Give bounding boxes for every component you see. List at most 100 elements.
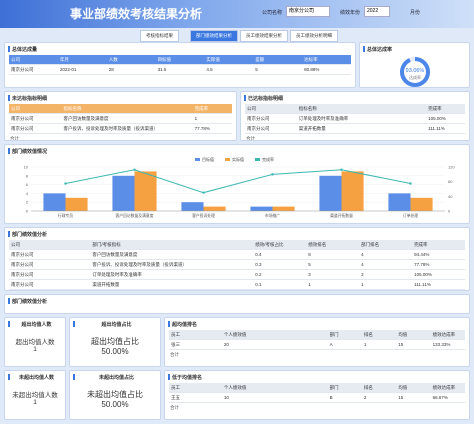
- table-row: 南京分公司 客户回访数量及满意度 0.4 8 4 94.44%: [9, 250, 465, 260]
- table-cell: 4: [361, 261, 364, 267]
- filter-label: 月份: [410, 10, 421, 16]
- column-header: 公司: [11, 241, 20, 247]
- column-header: 部门: [329, 384, 339, 390]
- table-cell: 5: [255, 66, 258, 72]
- table-cell: 客户回访数量及满意度: [63, 115, 109, 121]
- column-header: 均值: [398, 331, 408, 337]
- table-footer: 合计: [10, 136, 19, 141]
- table-cell: 1: [361, 281, 364, 287]
- table-row: 南京分公司 订单处理及时率及准确率 0.2 3 2 105.00%: [9, 270, 465, 280]
- table-row: 南京分公司 客户投诉、投诉处理及时率及质量（投诉渠道） 0.3 5 4 77.78%: [9, 260, 465, 270]
- table-cell: 2: [363, 394, 367, 400]
- table-row: 南京分公司 渠道开拓数量 111.11%: [245, 124, 465, 134]
- bar: [410, 197, 433, 211]
- table-cell: 15: [398, 341, 404, 347]
- panel-title: 超均值排名: [165, 318, 469, 330]
- met-panel: 已达标指标明细 公司 指标名称 完成率 南京分公司 订单处理及时率及准确率 105.00% 南…: [240, 91, 470, 141]
- line-point: [409, 182, 412, 185]
- table-cell: 渠道开拓数量: [298, 125, 326, 131]
- column-header: 完成率: [414, 241, 428, 247]
- tab[interactable]: 部门绩效结果分析: [190, 30, 238, 42]
- table-row: 南京分公司 2022-01 28 31.5 4.5 5 80.88%: [9, 65, 351, 75]
- table-footer: 合计: [170, 405, 179, 410]
- table-header: 公司 指标名称 完成率: [245, 104, 465, 114]
- table-footer: 合计: [246, 136, 255, 141]
- table-footer: 合计: [170, 352, 179, 357]
- panel-title: 总体达成量: [5, 43, 355, 55]
- bar: [181, 202, 204, 211]
- above-ratio-card: 超出均值占比 超出均值占比 50.00%: [69, 317, 161, 367]
- line-point: [202, 191, 205, 194]
- table-header: 公司 部门/考核指标 绩效/考核占比 绩效排名 部门排名 完成率: [9, 240, 465, 250]
- line-point: [64, 182, 67, 185]
- table-header: 公司 指标名称 完成率: [9, 104, 232, 114]
- column-header: 部门: [329, 331, 339, 337]
- table-cell: 111.11%: [414, 281, 431, 287]
- column-header: 排名: [363, 331, 373, 337]
- legend-label: 实际值: [232, 157, 244, 162]
- table-cell: 111.11%: [428, 125, 445, 131]
- below-rank-panel: 低于均值排名 员工 个人绩效值 部门 排名 均值 绩效达成率 王五 10 B 2 15 66.67% 合计: [164, 370, 470, 420]
- x-tick-label: 客户回访数量及满意度: [116, 213, 154, 218]
- y-tick-label: 0: [26, 209, 29, 214]
- table-cell: 订单处理及时率及准确率: [92, 271, 142, 277]
- gauge-label: 93.06%: [406, 68, 425, 74]
- column-header: 年月: [59, 56, 69, 62]
- column-header: 绩效/考核占比: [255, 241, 284, 247]
- y-tick-label: 8: [26, 173, 29, 178]
- table-cell: 15: [398, 394, 404, 400]
- table-cell: 1: [308, 281, 311, 287]
- legend-label: 完成率: [262, 157, 274, 162]
- bar: [319, 175, 342, 211]
- table-cell: 张三: [171, 341, 180, 347]
- y-tick-label: 2: [26, 200, 29, 205]
- card-value: 1: [33, 346, 37, 353]
- column-header: 员工: [171, 331, 180, 337]
- table-cell: 105.00%: [414, 271, 432, 277]
- panel-title: 部门绩效值情况: [5, 145, 469, 157]
- table-cell: 王五: [171, 394, 180, 400]
- y-tick-label: 10: [24, 165, 29, 170]
- bar: [134, 171, 157, 211]
- table: 员工 个人绩效值 部门 排名 均值 绩效达成率 王五 10 B 2 15 66.67%: [169, 383, 465, 403]
- table-cell: 南京分公司: [11, 261, 34, 267]
- x-tick-label: 行政专员: [58, 213, 73, 218]
- table: 公司 指标名称 完成率 南京分公司 客户回访数量及满意度 1 南京分公司 客户投诉、投诉处理及…: [9, 104, 232, 134]
- table-cell: 77.78%: [414, 261, 430, 267]
- card-value: 1: [33, 399, 37, 406]
- table-row: 张三 20 A 1 15 133.33%: [169, 340, 465, 350]
- column-header: 绩效排名: [308, 241, 327, 247]
- column-header: 个人绩效值: [223, 331, 247, 337]
- y2-tick-label: 0: [448, 209, 451, 214]
- tab[interactable]: 员工绩效分析明细: [290, 30, 338, 42]
- tab[interactable]: 员工绩效结果分析: [240, 30, 288, 42]
- table-cell: 0.2: [255, 271, 262, 277]
- header: 事业部绩效考核结果分析 公司名称 南京分公司 绩效年份 2022 月份: [0, 0, 474, 28]
- table-cell: 20: [223, 341, 229, 347]
- y-tick-label: 4: [26, 191, 29, 196]
- table-cell: 南京分公司: [11, 115, 34, 121]
- line-point: [271, 173, 274, 176]
- table-cell: 94.44%: [414, 251, 430, 257]
- tab[interactable]: 考核指标结果: [140, 30, 179, 42]
- table: 公司 指标名称 完成率 南京分公司 订单处理及时率及准确率 105.00% 南京分公司 渠道开…: [245, 104, 465, 134]
- table-cell: 1: [363, 341, 367, 347]
- y-tick-label: 6: [26, 182, 29, 187]
- table-cell: 0.1: [255, 281, 262, 287]
- column-header: 完成率: [194, 105, 209, 111]
- card-value: 50.00%: [101, 347, 129, 356]
- bar: [112, 175, 135, 211]
- table-cell: 1: [194, 115, 198, 121]
- card-label: 未超出均值占比: [87, 390, 143, 399]
- table-row: 南京分公司 渠道开拓数量 0.1 1 1 111.11%: [9, 280, 465, 290]
- table-row: 南京分公司 客户回访数量及满意度 1: [9, 114, 232, 124]
- column-header: 差额: [255, 56, 265, 62]
- table-cell: 南京分公司: [247, 125, 270, 131]
- table: 员工 个人绩效值 部门 排名 均值 绩效达成率 张三 20 A 1 15 133.33%: [169, 330, 465, 350]
- legend-label: 目标值: [202, 157, 214, 162]
- table-cell: 31.5: [157, 66, 167, 72]
- table: 公司 年月 人数 目标值 实际值 差额 达标率 南京分公司 2022-01 28 31.5 4.5 5 8…: [9, 55, 351, 75]
- table-row: 南京分公司 客户投诉、投诉处理及时率及质量（投诉渠道） 77.78%: [9, 124, 232, 134]
- above-count-card: 超出均值人数 超出均值人数 1: [4, 317, 66, 367]
